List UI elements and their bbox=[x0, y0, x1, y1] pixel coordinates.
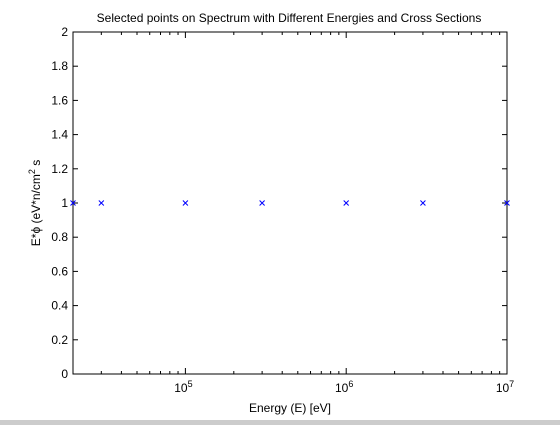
x-tick-label-exponent: 5 bbox=[188, 379, 193, 389]
y-tick-label: 0.4 bbox=[51, 299, 68, 313]
x-axis-ticks: 105 106 107 bbox=[72, 32, 514, 395]
y-axis-title-main: E*ϕ (eV*n/cm bbox=[29, 174, 43, 246]
y-tick-label: 1.2 bbox=[51, 162, 68, 176]
data-point-marker bbox=[343, 200, 350, 206]
x-tick-label-base: 10 bbox=[335, 381, 349, 395]
y-tick-label: 0.6 bbox=[51, 264, 68, 278]
y-tick-label: 0 bbox=[61, 367, 68, 381]
x-tick-label: 107 bbox=[496, 379, 514, 395]
y-tick-label: 1.8 bbox=[51, 59, 68, 73]
x-tick-label-exponent: 7 bbox=[509, 379, 514, 389]
y-axis-title-tail: s bbox=[29, 160, 43, 169]
y-axis-title-superscript: 2 bbox=[27, 169, 37, 174]
y-tick-label: 2 bbox=[61, 25, 68, 39]
x-tick-label-base: 10 bbox=[174, 381, 188, 395]
data-point-marker bbox=[420, 200, 426, 206]
y-axis-ticks: 0 0.2 0.4 0.6 0.8 1 1.2 1.4 1.6 1.8 2 bbox=[51, 25, 507, 381]
y-tick-label: 0.8 bbox=[51, 230, 68, 244]
data-point-marker bbox=[98, 200, 105, 206]
data-markers bbox=[70, 200, 510, 206]
y-tick-label: 1.6 bbox=[51, 93, 68, 107]
x-axis-title: Energy (E) [eV] bbox=[249, 401, 331, 415]
data-point-marker bbox=[182, 200, 189, 206]
plot-area bbox=[72, 31, 508, 375]
y-tick-label: 0.2 bbox=[51, 333, 68, 347]
x-tick-label-exponent: 6 bbox=[348, 379, 353, 389]
chart-title: Selected points on Spectrum with Differe… bbox=[97, 11, 482, 25]
x-tick-label: 106 bbox=[335, 379, 353, 395]
x-tick-label: 105 bbox=[174, 379, 192, 395]
x-tick-label-base: 10 bbox=[496, 381, 510, 395]
y-tick-label: 1.4 bbox=[51, 128, 68, 142]
y-tick-label: 1 bbox=[61, 196, 68, 210]
data-point-marker bbox=[70, 200, 76, 206]
data-point-marker bbox=[259, 200, 265, 206]
y-axis-title: E*ϕ (eV*n/cm2 s bbox=[27, 160, 43, 246]
data-point-marker bbox=[504, 200, 510, 206]
